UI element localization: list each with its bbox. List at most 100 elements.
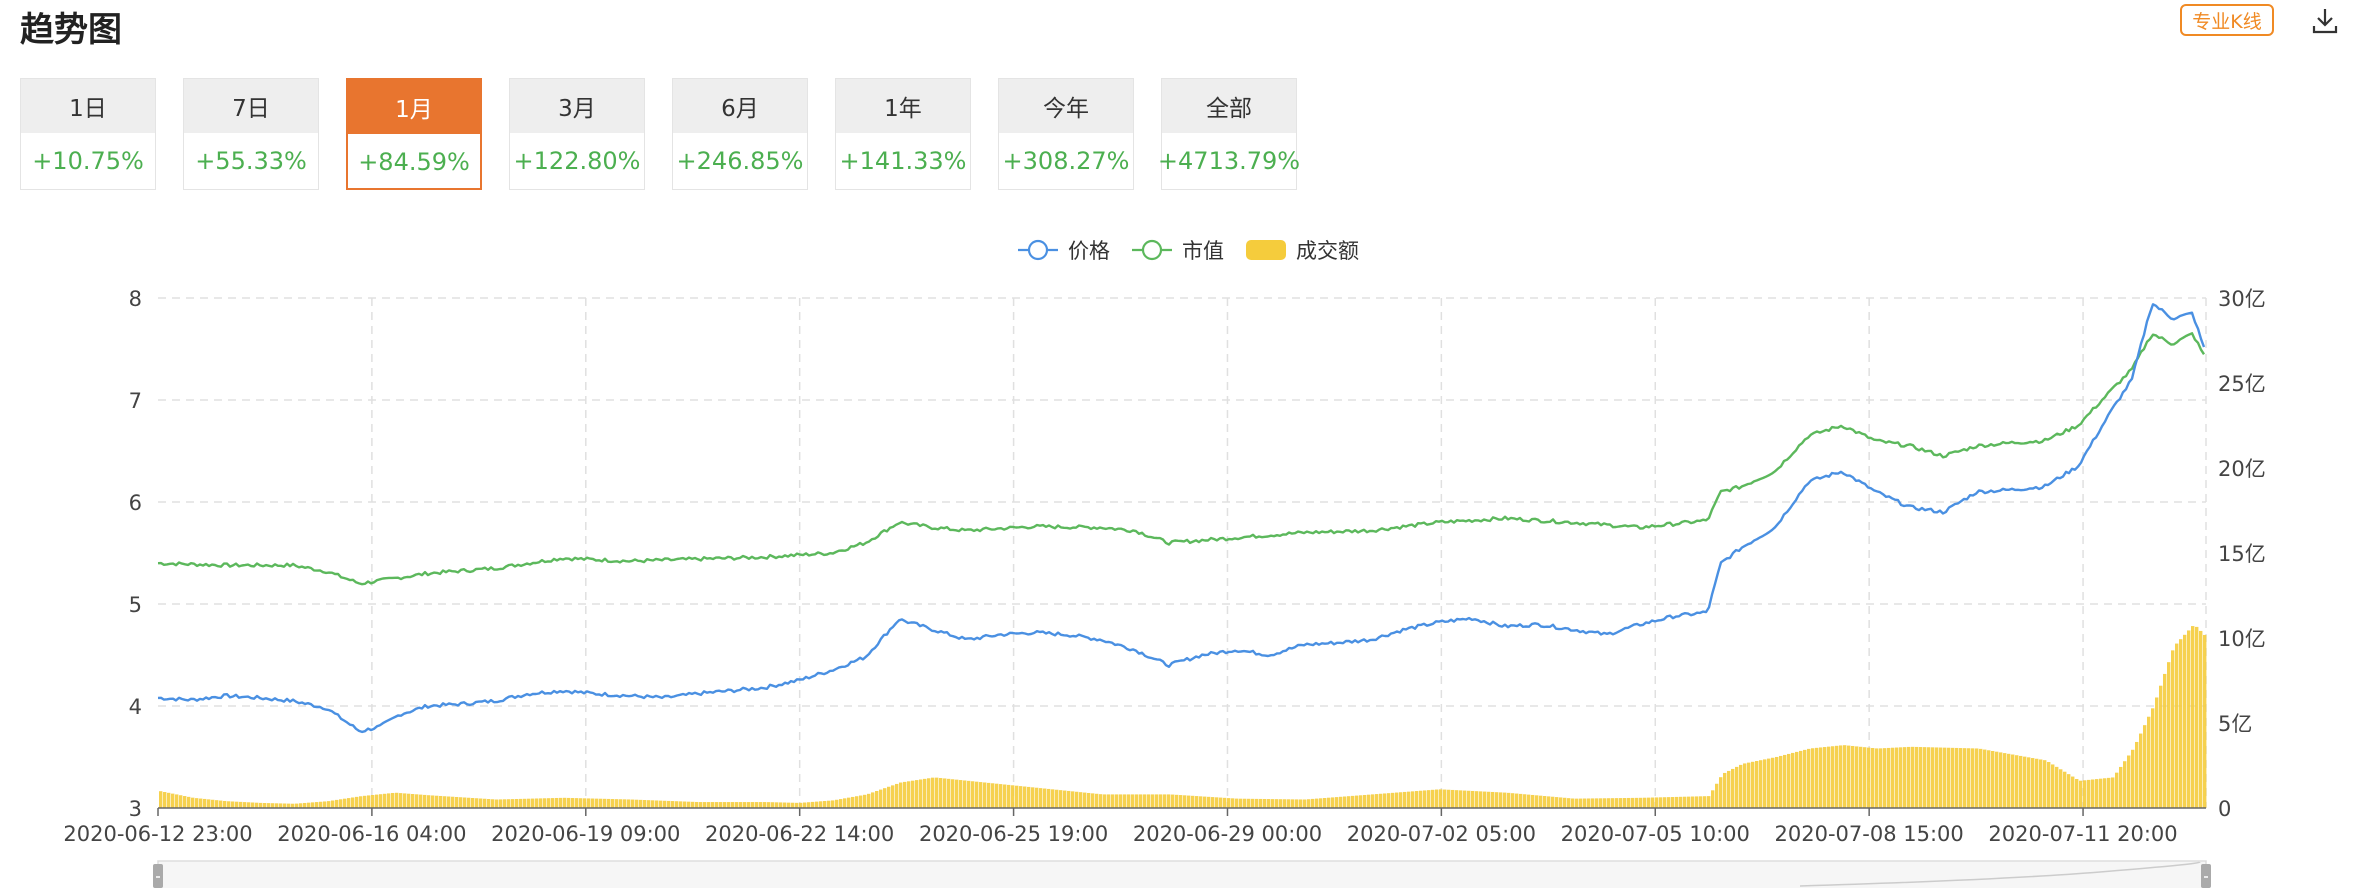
volume-bar [1075,791,1079,808]
y-right-tick-label: 0 [2218,797,2231,821]
volume-bar [1271,799,1275,808]
volume-bar [659,800,663,808]
volume-bar [299,803,303,808]
volume-bar [827,800,831,808]
volume-bar [199,798,203,808]
volume-bar [1499,792,1503,808]
y-right-tick-label: 10亿 [2218,627,2266,651]
volume-bar [335,799,339,808]
volume-bar [1803,749,1807,808]
volume-bar [1859,746,1863,808]
volume-bar [323,801,327,808]
volume-bar [603,798,607,808]
volume-bar [2099,778,2103,808]
zoom-slider[interactable] [153,860,2211,888]
volume-bar [1103,794,1107,808]
download-icon[interactable] [2310,6,2340,36]
volume-bar [1991,750,1995,808]
volume-bar [1603,798,1607,808]
volume-bar [1015,785,1019,808]
volume-bar [1555,797,1559,808]
volume-bar [1531,794,1535,808]
tab-period[interactable]: 1日 +10.75% [20,78,156,190]
volume-bar [995,783,999,808]
volume-bar [927,778,931,808]
volume-bar [1771,757,1775,808]
tab-period-change: +84.59% [358,148,470,176]
volume-bar [1587,798,1591,808]
volume-bar [2063,771,2067,808]
tab-period[interactable]: 3月 +122.80% [509,78,645,190]
volume-bar [771,802,775,808]
volume-bar [735,802,739,808]
volume-bar [1139,794,1143,808]
volume-bar [1667,797,1671,808]
volume-bar [1179,795,1183,808]
volume-bar [983,782,987,808]
volume-bar [903,781,907,808]
legend-market-cap: 市值 [1132,239,1224,263]
volume-bar [1071,791,1075,808]
x-tick-label: 2020-06-22 14:00 [705,822,894,846]
volume-bar [1631,797,1635,808]
volume-bar [2155,697,2159,808]
volume-bar [507,799,511,808]
volume-bar [687,801,691,808]
tab-period[interactable]: 全部 +4713.79% [1158,78,1300,190]
volume-bar [2011,754,2015,808]
volume-bar [175,794,179,808]
volume-bar [223,800,227,808]
volume-bar [1551,796,1555,808]
volume-bar [1495,792,1499,808]
volume-bar [2003,753,2007,808]
tab-period[interactable]: 1月 +84.59% [346,78,482,190]
volume-bar [915,780,919,808]
volume-bar [651,800,655,808]
volume-bar [1935,747,1939,808]
x-tick-label: 2020-07-11 20:00 [1988,822,2177,846]
volume-bar [243,802,247,808]
volume-bar [1135,794,1139,808]
tab-period[interactable]: 6月 +246.85% [672,78,808,190]
volume-bar [387,793,391,808]
volume-bar [479,798,483,808]
volume-bar [1051,789,1055,808]
volume-bar [787,802,791,808]
volume-bar [459,797,463,808]
volume-bar [1819,747,1823,808]
volume-bar [807,802,811,808]
volume-bar [779,802,783,808]
volume-bar [1751,761,1755,808]
volume-bar [747,802,751,808]
volume-bar [1023,786,1027,808]
volume-bar [1539,795,1543,808]
x-tick-label: 2020-06-29 00:00 [1133,822,1322,846]
kline-button[interactable]: 专业K线 [2180,4,2274,36]
volume-bar [1923,747,1927,808]
volume-bar [1387,793,1391,808]
volume-bar [563,797,567,808]
tab-period[interactable]: 今年 +308.27% [998,78,1134,190]
volume-bar [1447,789,1451,808]
volume-bar [1843,745,1847,808]
volume-bar [2035,758,2039,808]
volume-bar [1623,798,1627,808]
volume-bar [1475,791,1479,808]
volume-bar [423,794,427,808]
volume-bar [867,793,871,808]
volume-bar [1035,787,1039,808]
volume-bar [1003,784,1007,808]
volume-bar [2087,779,2091,808]
volume-bar [339,799,343,808]
volume-bar [1719,777,1723,808]
tab-period[interactable]: 7日 +55.33% [183,78,319,190]
volume-bar [667,800,671,808]
tab-period[interactable]: 1年 +141.33% [835,78,971,190]
volume-bar [1487,791,1491,808]
volume-bar [171,793,175,808]
volume-bar [1919,747,1923,808]
volume-bar [2067,774,2071,808]
volume-bar [483,798,487,808]
volume-bar [975,781,979,808]
volume-bar [1107,794,1111,808]
